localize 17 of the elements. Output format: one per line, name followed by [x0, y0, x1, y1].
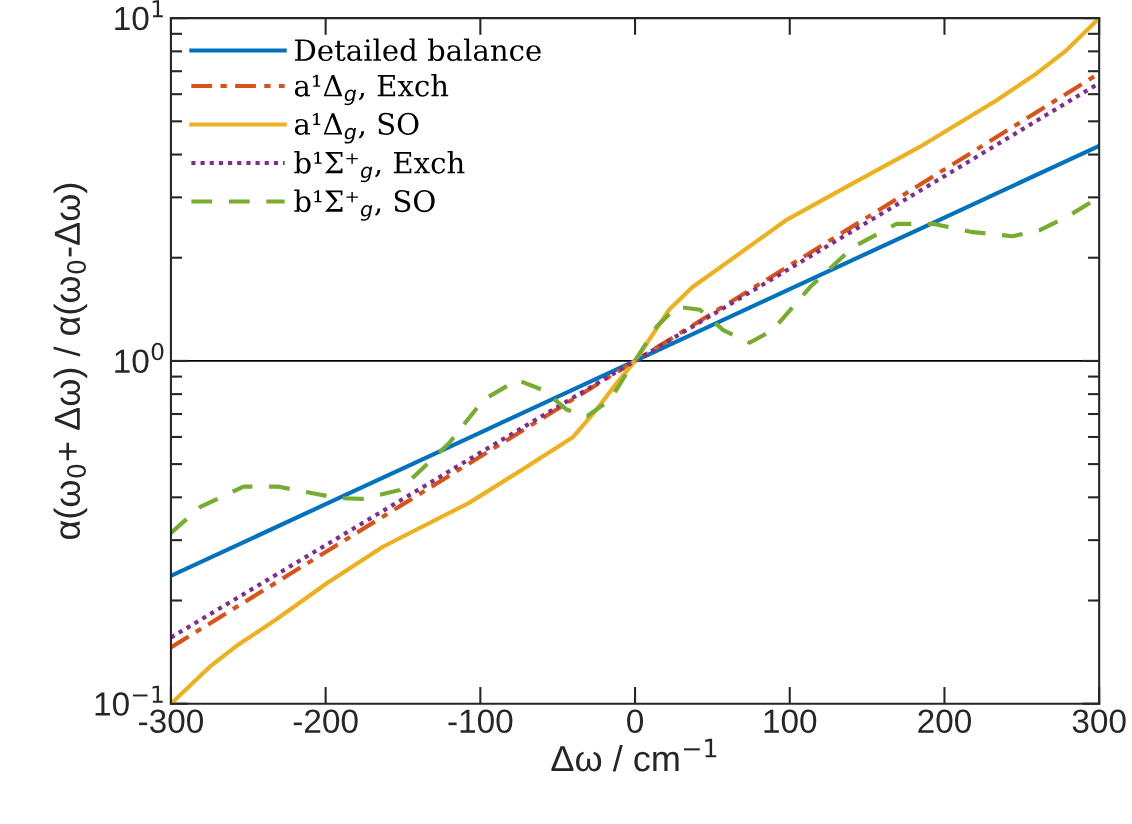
y-axis-title: α(ω$_{0}$+ Δω) / α(ω$_{0}$-Δω): [53, 183, 88, 540]
y-tick-label: 10$^{0}$: [115, 342, 164, 374]
legend-label: a¹Δ$_{g}$, Exch: [294, 74, 449, 106]
x-tick-label: -100: [448, 709, 513, 734]
legend-label: b¹Σ⁺$_{g}$, Exch: [294, 151, 465, 183]
x-tick-label: 100: [764, 709, 817, 734]
y-tick-label: 10$^{1}$: [115, 0, 163, 31]
line-series: [170, 143, 1100, 578]
x-tick-label: 0: [627, 709, 644, 734]
x-tick-label: 200: [918, 709, 971, 734]
line-series: [170, 18, 1100, 704]
legend-label: Detailed balance: [295, 38, 541, 62]
x-tick-label: 300: [1072, 709, 1126, 734]
legend-label: a¹Δ$_{g}$, SO: [294, 112, 419, 144]
x-tick-label: -200: [293, 709, 358, 734]
x-axis-title: Δω / cm$^{−1}$: [551, 738, 717, 772]
legend-label: b¹Σ⁺$_{g}$, SO: [294, 189, 435, 221]
